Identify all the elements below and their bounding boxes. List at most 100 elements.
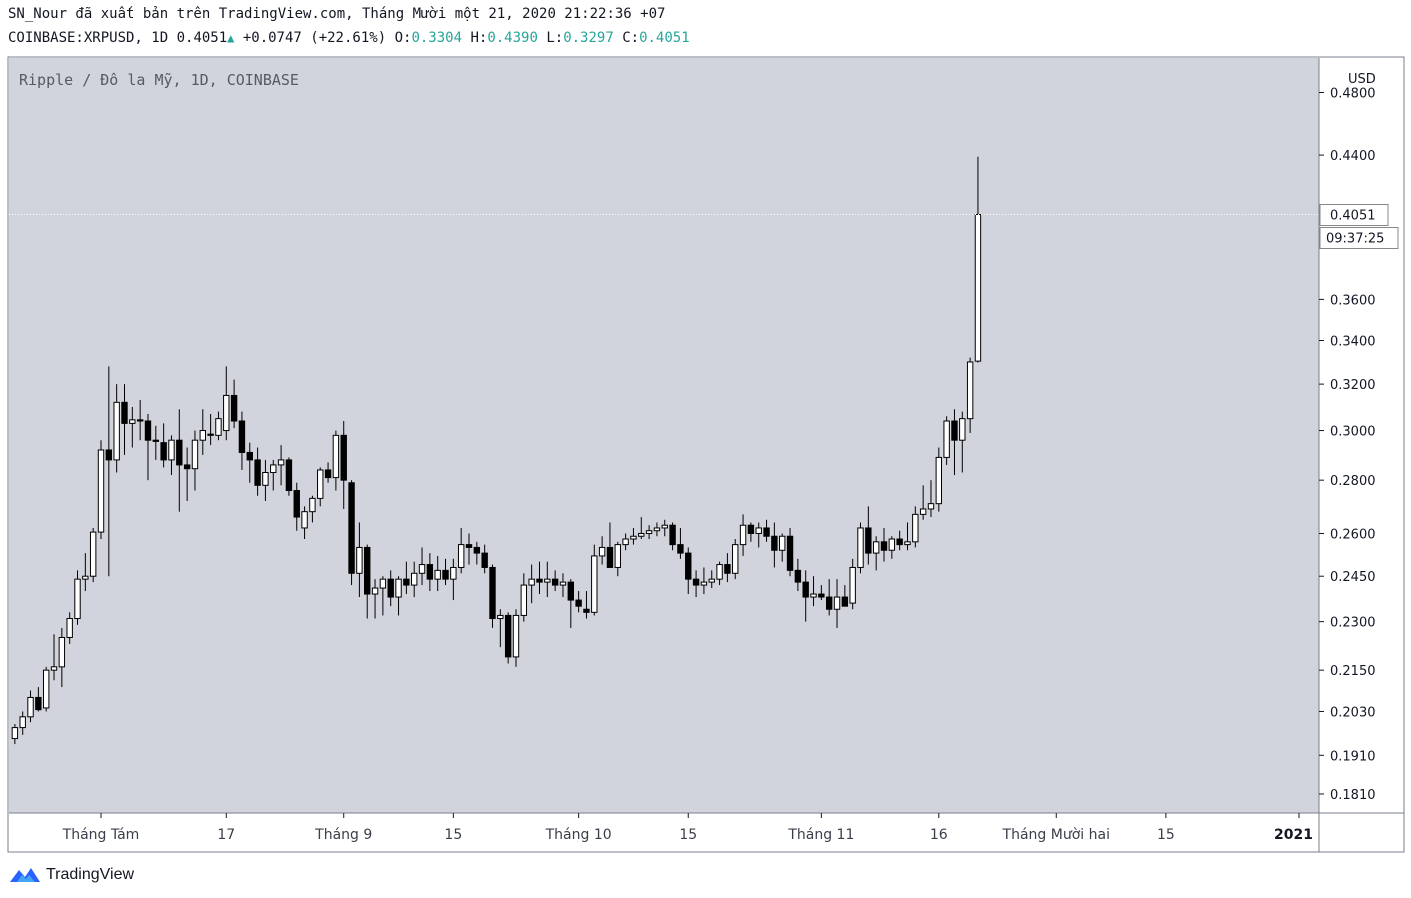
- time-tick-label: 16: [930, 827, 948, 843]
- time-tick-label: Tháng Tám: [62, 827, 140, 843]
- candle-body-up: [129, 419, 136, 424]
- candle-body-down: [324, 469, 332, 479]
- candle-body-down: [536, 578, 543, 583]
- candle-body-up: [356, 546, 363, 574]
- candle-body-down: [692, 578, 700, 586]
- candle-body-up: [614, 544, 621, 568]
- candle-body-up: [849, 566, 856, 604]
- candle-body-down: [254, 459, 261, 486]
- price-tick-label: 0.3000: [1330, 425, 1376, 440]
- candle: [771, 522, 778, 568]
- close-value: 0.4051: [639, 30, 690, 46]
- candle: [935, 447, 943, 512]
- candle-body-up: [912, 513, 919, 543]
- candle-body-down: [387, 578, 394, 598]
- candle: [348, 480, 355, 586]
- candle-body-up: [559, 581, 567, 586]
- open-value: 0.3304: [411, 30, 463, 46]
- candle: [575, 591, 582, 613]
- candle: [653, 522, 661, 537]
- candle-body-up: [755, 527, 762, 534]
- candle-body-up: [309, 497, 316, 513]
- candle-body-up: [332, 434, 340, 479]
- candle-body-down: [207, 433, 214, 436]
- candle: [371, 579, 379, 619]
- candle: [638, 517, 645, 540]
- candle: [857, 522, 864, 574]
- candle-body-up: [371, 587, 379, 595]
- candle-body-down: [771, 535, 778, 551]
- candle: [144, 413, 152, 481]
- candle: [951, 409, 958, 476]
- candle: [277, 445, 285, 486]
- candle-body-down: [489, 566, 496, 620]
- candle-body-down: [763, 527, 770, 537]
- time-tick-label: 15: [444, 827, 462, 843]
- candle: [324, 462, 332, 483]
- candle: [497, 609, 504, 648]
- candle: [136, 400, 144, 441]
- candle-body-down: [293, 490, 300, 518]
- candle-body-up: [82, 575, 89, 580]
- time-axis[interactable]: Tháng Tám 17 Tháng 9 15 Tháng 10 15 Tháng 11 16…: [62, 813, 1313, 843]
- tradingview-logo-icon: [10, 868, 40, 882]
- candle: [716, 561, 723, 586]
- candle: [168, 435, 175, 476]
- candle-body-down: [121, 401, 128, 424]
- candle: [113, 384, 120, 473]
- candle: [692, 570, 700, 598]
- price-axis[interactable]: 0.4800 0.4400 0.3600 0.3400 0.3200 0.3000 0.28…: [1319, 86, 1376, 803]
- candle-body-up: [74, 578, 81, 620]
- candle-body-down: [473, 546, 481, 554]
- candle: [763, 519, 770, 542]
- candle-body-down: [504, 614, 512, 658]
- candle-body-up: [418, 564, 426, 574]
- candle: [598, 536, 606, 565]
- candle: [927, 480, 935, 518]
- candle: [802, 570, 809, 622]
- candle-body-down: [841, 596, 849, 607]
- candle: [82, 553, 89, 592]
- candle: [528, 564, 535, 604]
- candle: [825, 579, 833, 616]
- candle-body-up: [591, 555, 598, 613]
- candle-body-down: [677, 544, 684, 554]
- candle: [411, 561, 418, 598]
- candle: [567, 579, 574, 628]
- candle: [97, 440, 105, 540]
- price-tick-label: 0.4800: [1330, 86, 1376, 101]
- candle-body-down: [794, 569, 802, 583]
- candle-body-up: [974, 214, 982, 362]
- candle: [465, 533, 473, 565]
- candle: [379, 576, 387, 616]
- candle: [880, 527, 888, 562]
- candle-body-up: [457, 544, 465, 568]
- candle-body-up: [89, 531, 97, 577]
- chart-pane[interactable]: [9, 58, 1319, 813]
- candle-body-up: [434, 569, 441, 580]
- candle: [207, 413, 214, 446]
- tradingview-brand: TradingView: [46, 866, 135, 883]
- candle: [254, 447, 261, 496]
- candle-body-down: [442, 569, 449, 580]
- candle-body-up: [277, 459, 285, 466]
- symbol-ohlc-line: COINBASE:XRPUSD, 1D 0.4051▲ +0.0747 (+22…: [8, 30, 690, 46]
- candle-body-up: [199, 430, 206, 441]
- candle-body-up: [935, 456, 943, 505]
- candle: [332, 430, 340, 491]
- close-label: C:: [622, 30, 640, 46]
- candle: [152, 425, 160, 460]
- candle: [50, 634, 58, 681]
- candle: [176, 409, 183, 512]
- candle: [293, 482, 300, 531]
- candle: [708, 570, 715, 589]
- candle: [105, 366, 113, 577]
- candle-body-down: [551, 578, 559, 586]
- candle-body-down: [144, 420, 152, 441]
- candle: [888, 536, 896, 559]
- candle: [943, 416, 950, 465]
- price-tick-label: 0.1910: [1330, 749, 1376, 764]
- candle: [442, 558, 449, 586]
- candle: [614, 541, 621, 577]
